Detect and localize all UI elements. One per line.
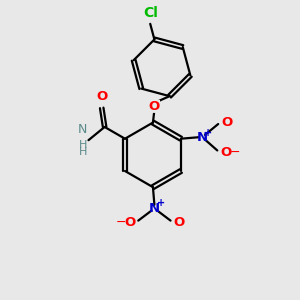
Text: N: N	[78, 123, 87, 136]
Text: +: +	[157, 198, 165, 208]
Text: O: O	[221, 116, 232, 129]
Text: N: N	[149, 202, 160, 215]
Text: −: −	[116, 216, 126, 229]
Text: H: H	[79, 147, 87, 157]
Text: H: H	[79, 140, 87, 150]
Text: N: N	[196, 131, 208, 144]
Text: O: O	[124, 216, 135, 229]
Text: O: O	[173, 216, 185, 229]
Text: O: O	[96, 91, 107, 103]
Text: O: O	[220, 146, 232, 159]
Text: O: O	[149, 100, 160, 113]
Text: Cl: Cl	[143, 6, 158, 20]
Text: +: +	[204, 128, 213, 138]
Text: −: −	[230, 146, 240, 159]
